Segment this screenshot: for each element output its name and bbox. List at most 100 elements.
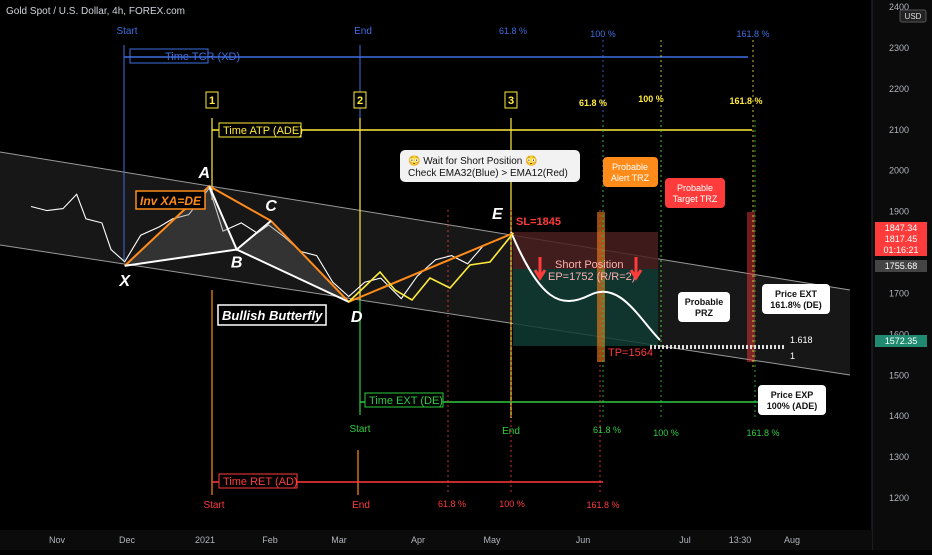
x-tick-label: Apr	[411, 535, 425, 545]
tcr-end-label: End	[354, 26, 372, 37]
ret-1618-label: 161.8 %	[586, 500, 619, 510]
wait-callout-box	[400, 150, 580, 182]
currency-label: USD	[905, 12, 922, 21]
target-trz-label: Probable Target TRZ	[673, 183, 718, 204]
atp-number-3: 3	[508, 95, 514, 107]
time-atp-label: Time ATP (ADE)	[223, 125, 303, 137]
prz-label: Probable PRZ	[685, 297, 724, 318]
y-tick-label: 2300	[889, 43, 909, 53]
y-tick-label: 1700	[889, 288, 909, 298]
point-label-c: C	[265, 198, 277, 215]
inv-xa-label: Inv XA=DE	[140, 194, 202, 208]
price-tag	[875, 260, 927, 272]
x-tick-label: Mar	[331, 535, 347, 545]
y-axis-panel	[872, 0, 932, 550]
ret-100-label: 100 %	[499, 499, 525, 509]
short-position-line-1: Short Position	[555, 259, 623, 271]
time-tcr-label: Time TCR (XD)	[165, 51, 240, 63]
atp-number-1: 1	[209, 95, 215, 107]
price-exp-box	[758, 385, 826, 415]
tcr-100-label: 100 %	[590, 29, 616, 39]
prz-box	[678, 292, 730, 322]
y-tick-label: 2100	[889, 125, 909, 135]
price-tag-label: 1572.35	[885, 336, 918, 346]
ratio-1618-label: 1.618	[790, 335, 813, 345]
tp-label: TP=1564	[608, 347, 653, 359]
ret-end-label: End	[352, 500, 370, 511]
tcr-1618-label: 161.8 %	[736, 29, 769, 39]
ext-100-label: 100 %	[653, 428, 679, 438]
price-ext-box	[762, 284, 830, 314]
atp-618-label: 61.8 %	[579, 98, 607, 108]
ratio-1-label: 1	[790, 351, 795, 361]
xab-triangle	[124, 186, 237, 266]
time-ext-box	[364, 392, 444, 408]
y-tick-label: 1200	[889, 493, 909, 503]
y-tick-label: 1400	[889, 411, 909, 421]
channel-upper-line	[0, 151, 851, 291]
alert-trz-label: Probable Alert TRZ	[611, 162, 650, 183]
y-tick-label: 2400	[889, 2, 909, 12]
x-tick-label: 2021	[195, 535, 215, 545]
wait-line-1: 😳 Wait for Short Position 😳	[408, 155, 538, 167]
ext-618-label: 61.8 %	[593, 425, 621, 435]
target-trz-bar	[747, 212, 755, 362]
ext-end-label: End	[502, 426, 520, 437]
symbol-title: Gold Spot / U.S. Dollar, 4h, FOREX.com	[6, 6, 185, 17]
atp-number-box-3	[504, 91, 518, 109]
x-tick-label: Dec	[119, 535, 136, 545]
inv-xa-box	[135, 190, 206, 210]
x-axis-panel	[0, 530, 872, 550]
x-tick-label: Jul	[679, 535, 691, 545]
x-tick-label: Aug	[784, 535, 800, 545]
wait-line-2: Check EMA32(Blue) > EMA12(Red)	[408, 168, 568, 179]
y-tick-label: 2200	[889, 84, 909, 94]
x-tick-label: Feb	[262, 535, 278, 545]
tcr-618-label: 61.8 %	[499, 26, 527, 36]
time-ext-label: Time EXT (DE)	[369, 395, 443, 407]
atp-number-box-1	[205, 91, 219, 109]
short-position-line-2: EP=1752 (R/R=2)	[548, 271, 635, 283]
y-tick-label: 1500	[889, 370, 909, 380]
channel-lower-line	[0, 244, 851, 376]
atp-number-2: 2	[357, 95, 363, 107]
y-tick-label: 1300	[889, 452, 909, 462]
y-tick-label: 2000	[889, 166, 909, 176]
price-tag	[875, 222, 927, 234]
atp-1618-label: 161.8 %	[729, 96, 762, 106]
point-label-e: E	[492, 206, 504, 223]
currency-badge	[899, 9, 927, 23]
de-leg	[348, 232, 514, 303]
y-tick-label: 1600	[889, 329, 909, 339]
projection-curve	[510, 231, 661, 341]
x-tick-label: Nov	[49, 535, 66, 545]
x-tick-label: 13:30	[729, 535, 752, 545]
y-tick-label: 1900	[889, 207, 909, 217]
atp-number-box-2	[353, 91, 367, 109]
price-tag-label: 1817.45	[885, 234, 918, 244]
ext-start-label: Start	[349, 424, 370, 435]
stop-loss-zone	[513, 232, 658, 269]
price-tag-label: 1755.68	[885, 261, 918, 271]
point-label-x: X	[118, 273, 131, 290]
price-ext-label: Price EXT 161.8% (DE)	[770, 289, 822, 310]
target-trz-box	[665, 178, 725, 208]
price-tag	[875, 233, 927, 245]
white-ab-leg	[208, 185, 272, 252]
ret-start-label: Start	[203, 500, 224, 511]
price-tag-label: 1847.34	[885, 223, 918, 233]
alert-trz-bar	[597, 212, 605, 362]
alert-trz-box	[603, 157, 658, 187]
x-tick-label: Jun	[576, 535, 591, 545]
ext-1618-label: 161.8 %	[746, 428, 779, 438]
time-tcr-box	[129, 48, 209, 64]
sl-label: SL=1845	[516, 216, 561, 228]
tcr-start-label: Start	[116, 26, 137, 37]
time-ret-label: Time RET (AD)	[223, 476, 298, 488]
atp-100-label: 100 %	[638, 94, 664, 104]
bcd-triangle	[236, 220, 349, 302]
price-line	[30, 186, 514, 300]
point-label-d: D	[351, 309, 363, 326]
